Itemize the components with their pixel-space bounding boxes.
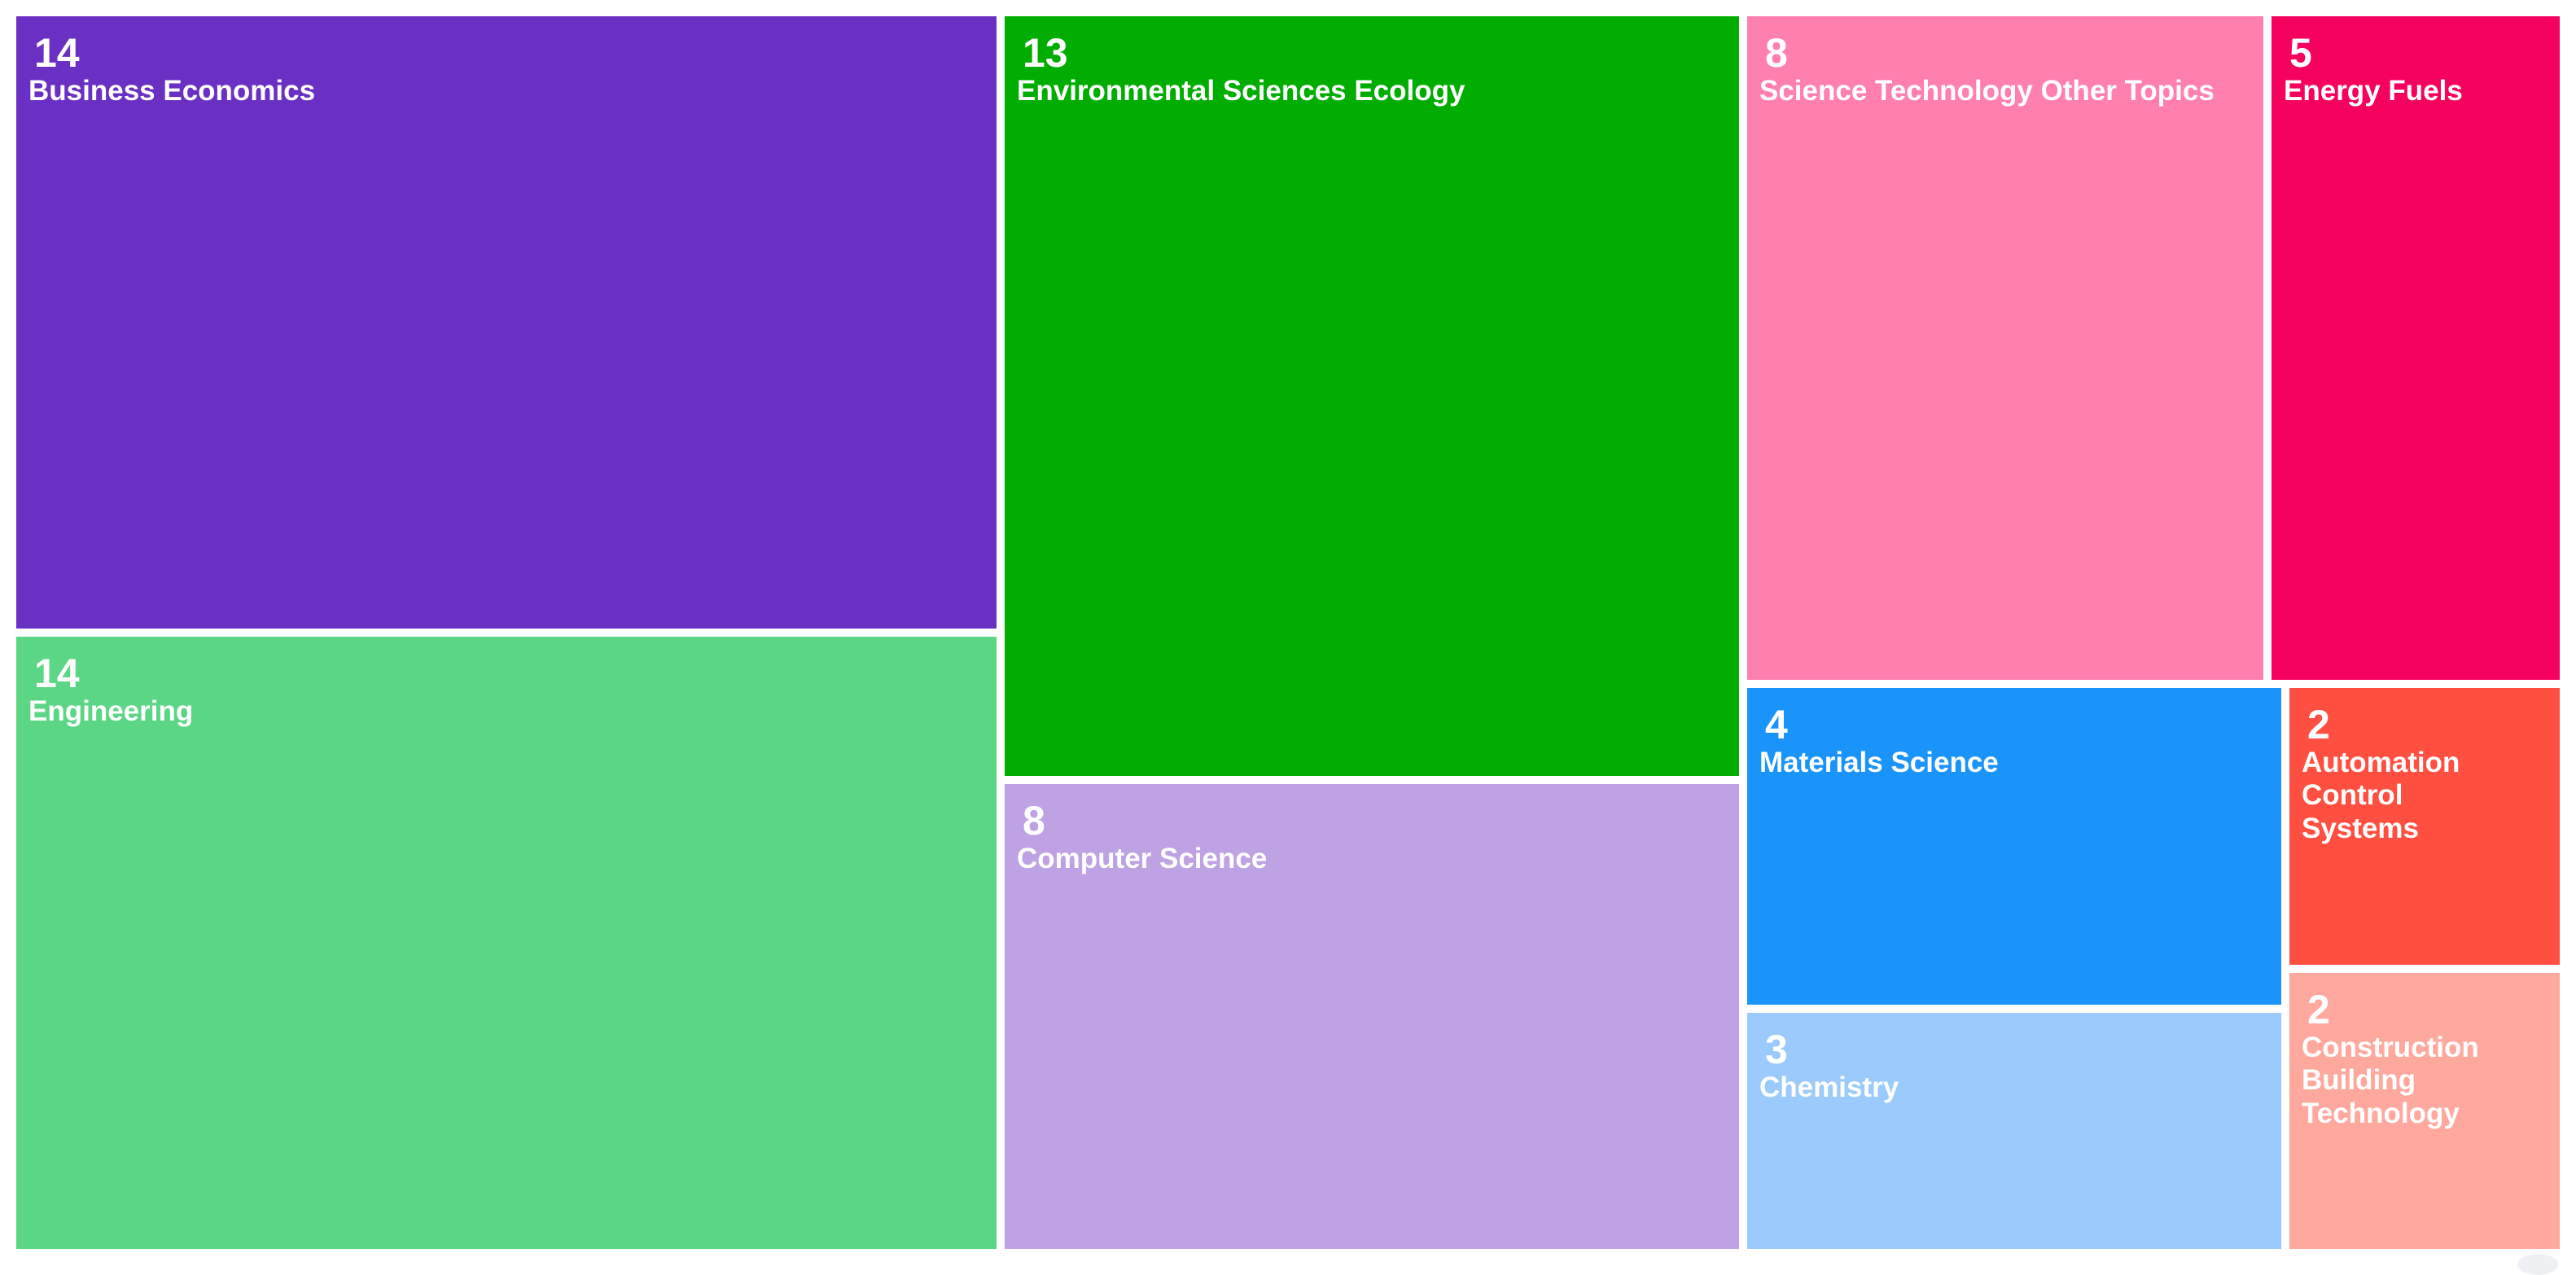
tile-label: Engineering <box>28 695 194 727</box>
tile-value: 14 <box>34 651 80 696</box>
tile-value: 5 <box>2289 30 2312 76</box>
scroll-indicator[interactable] <box>2517 1254 2558 1275</box>
tile-materials-science[interactable]: 4 Materials Science <box>1747 688 2281 1005</box>
tile-engineering[interactable]: 14 Engineering <box>16 637 997 1249</box>
tile-value: 8 <box>1023 798 1045 843</box>
tile-label: Computer Science <box>1017 843 1268 874</box>
tile-value: 2 <box>2307 702 2330 747</box>
tile-value: 2 <box>2307 987 2330 1032</box>
tile-computer-science[interactable]: 8 Computer Science <box>1005 784 1739 1249</box>
tile-science-technology-other-topics[interactable]: 8 Science Technology Other Topics <box>1747 16 2263 680</box>
tile-label: Materials Science <box>1759 747 1999 778</box>
tile-energy-fuels[interactable]: 5 Energy Fuels <box>2272 16 2560 680</box>
tile-label: Business Economics <box>28 75 316 107</box>
tile-label: Science Technology Other Topics <box>1759 75 2215 107</box>
tile-value: 8 <box>1765 30 1788 76</box>
tile-label: Environmental Sciences Ecology <box>1017 75 1465 107</box>
tile-value: 13 <box>1023 30 1068 76</box>
tile-label: Chemistry <box>1759 1071 1899 1103</box>
tile-label: Automation Control Systems <box>2302 747 2460 844</box>
tile-label: Construction Building Technology <box>2302 1032 2479 1129</box>
tile-value: 14 <box>34 30 80 76</box>
tile-construction-building-technology[interactable]: 2 Construction Building Technology <box>2289 973 2560 1249</box>
tile-value: 4 <box>1765 702 1788 747</box>
tile-chemistry[interactable]: 3 Chemistry <box>1747 1013 2281 1249</box>
tile-label: Energy Fuels <box>2284 75 2463 107</box>
tile-environmental-sciences-ecology[interactable]: 13 Environmental Sciences Ecology <box>1005 16 1739 776</box>
tile-value: 3 <box>1765 1027 1788 1072</box>
tile-automation-control-systems[interactable]: 2 Automation Control Systems <box>2289 688 2560 965</box>
tile-business-economics[interactable]: 14 Business Economics <box>16 16 997 629</box>
